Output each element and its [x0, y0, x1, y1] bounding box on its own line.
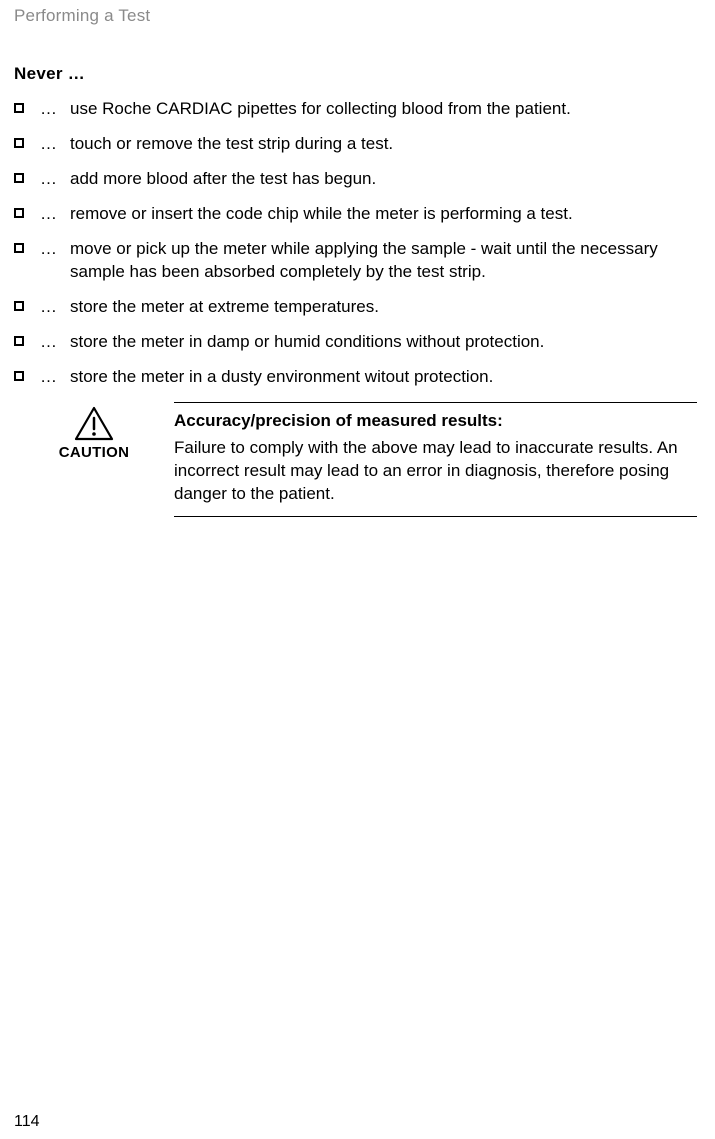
- caution-block: CAUTION Accuracy/precision of measured r…: [14, 402, 697, 517]
- list-item: … store the meter at extreme temperature…: [14, 296, 697, 319]
- ellipsis: …: [40, 203, 62, 226]
- list-item-text: store the meter at extreme temperatures.: [70, 296, 697, 319]
- caution-title: Accuracy/precision of measured results:: [174, 411, 697, 431]
- list-item: … use Roche CARDIAC pipettes for collect…: [14, 98, 697, 121]
- list-item: … touch or remove the test strip during …: [14, 133, 697, 156]
- square-bullet-icon: [14, 243, 24, 253]
- list-item: … remove or insert the code chip while t…: [14, 203, 697, 226]
- list-item-text: use Roche CARDIAC pipettes for collectin…: [70, 98, 697, 121]
- ellipsis: …: [40, 331, 62, 354]
- list-item: … add more blood after the test has begu…: [14, 168, 697, 191]
- list-item-text: remove or insert the code chip while the…: [70, 203, 697, 226]
- square-bullet-icon: [14, 138, 24, 148]
- square-bullet-icon: [14, 208, 24, 218]
- caution-icon-column: CAUTION: [14, 402, 174, 461]
- ellipsis: …: [40, 98, 62, 121]
- list-item-text: touch or remove the test strip during a …: [70, 133, 697, 156]
- list-item: … store the meter in damp or humid condi…: [14, 331, 697, 354]
- ellipsis: …: [40, 238, 62, 261]
- list-item-text: move or pick up the meter while applying…: [70, 238, 697, 284]
- caution-label: CAUTION: [59, 444, 129, 461]
- caution-text-column: Accuracy/precision of measured results: …: [174, 402, 697, 517]
- ellipsis: …: [40, 296, 62, 319]
- ellipsis: …: [40, 168, 62, 191]
- ellipsis: …: [40, 133, 62, 156]
- list-item: … move or pick up the meter while applyi…: [14, 238, 697, 284]
- square-bullet-icon: [14, 336, 24, 346]
- warning-triangle-icon: [74, 406, 114, 442]
- square-bullet-icon: [14, 371, 24, 381]
- square-bullet-icon: [14, 173, 24, 183]
- running-head: Performing a Test: [14, 0, 697, 64]
- caution-body: Failure to comply with the above may lea…: [174, 437, 697, 506]
- list-item-text: store the meter in damp or humid conditi…: [70, 331, 697, 354]
- list-item-text: store the meter in a dusty environment w…: [70, 366, 697, 389]
- page-number: 114: [14, 1113, 40, 1131]
- bullet-list: … use Roche CARDIAC pipettes for collect…: [14, 98, 697, 388]
- square-bullet-icon: [14, 301, 24, 311]
- ellipsis: …: [40, 366, 62, 389]
- section-title: Never …: [14, 64, 697, 84]
- square-bullet-icon: [14, 103, 24, 113]
- list-item-text: add more blood after the test has begun.: [70, 168, 697, 191]
- page: Performing a Test Never … … use Roche CA…: [0, 0, 715, 1139]
- list-item: … store the meter in a dusty environment…: [14, 366, 697, 389]
